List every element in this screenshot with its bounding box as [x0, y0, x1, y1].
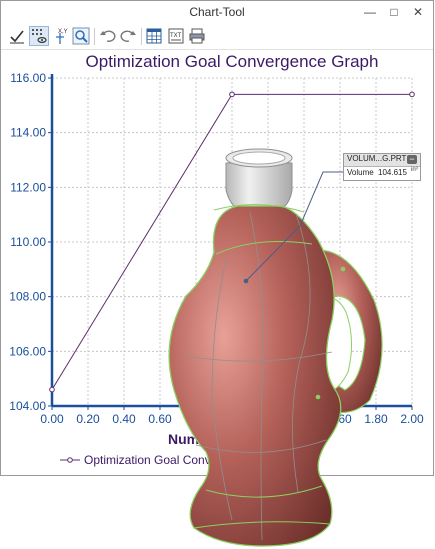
y-tick-label: 108.00 — [9, 290, 46, 304]
x-tick-label: 1.20 — [256, 412, 280, 426]
undo-icon[interactable] — [98, 26, 118, 46]
y-tick-label: 104.00 — [9, 399, 46, 413]
table-icon[interactable] — [144, 26, 164, 46]
x-tick-label: 0.40 — [112, 412, 136, 426]
toolbar-separator — [94, 28, 95, 45]
x-tick-label: 0.60 — [148, 412, 172, 426]
print-icon[interactable] — [187, 26, 207, 46]
x-tick-label: 0.20 — [76, 412, 100, 426]
chart-x-label: Number — [168, 431, 221, 447]
x-tick-label: 2.00 — [400, 412, 424, 426]
toolbar: X,Y TXT — [1, 24, 433, 50]
chart-legend[interactable]: Optimization Goal Converge — [60, 453, 235, 467]
annotation-part-name: VOLUM...G.PRT — [347, 154, 407, 163]
xy-label: X,Y — [58, 29, 68, 35]
x-tick-label: 1.00 — [220, 412, 244, 426]
y-tick-label: 112.00 — [10, 180, 46, 194]
zoom-icon[interactable] — [71, 26, 91, 46]
maximize-icon[interactable]: □ — [390, 5, 398, 19]
toolbar-separator — [141, 28, 142, 45]
y-tick-label: 106.00 — [9, 344, 46, 358]
redo-icon[interactable] — [118, 26, 138, 46]
y-tick-label: 114.00 — [10, 126, 46, 140]
x-tick-label: 1.60 — [328, 412, 352, 426]
x-tick-label: 1.40 — [292, 412, 316, 426]
window-title: Chart-Tool — [189, 5, 245, 19]
x-tick-label: 0.00 — [40, 412, 64, 426]
chart-ticks: 0.00 0.20 0.40 0.60 0.80 1.00 1.20 1.40 1.60 1.80… — [9, 71, 424, 426]
x-tick-label: 0.80 — [184, 412, 208, 426]
data-point — [409, 91, 415, 98]
y-tick-label: 116.00 — [10, 71, 46, 85]
view-grid-icon[interactable] — [29, 26, 49, 46]
annotation-measure-value: 104.615 — [378, 168, 407, 177]
annotation-unit: in³ — [411, 167, 418, 173]
export-txt-icon[interactable]: TXT — [166, 26, 186, 46]
annotation-header: VOLUM...G.PRT − — [344, 154, 420, 167]
data-point — [49, 386, 55, 393]
x-tick-label: 1.80 — [364, 412, 388, 426]
xy-marker-icon[interactable]: X,Y — [51, 26, 71, 46]
minimize-icon[interactable]: — — [364, 5, 376, 19]
close-icon[interactable]: ✕ — [412, 5, 424, 19]
annotation-measure-label: Volume — [347, 168, 374, 177]
export-txt-label: TXT — [170, 33, 182, 39]
chart-grid — [51, 77, 413, 407]
check-icon[interactable] — [7, 26, 27, 46]
y-tick-label: 110.00 — [10, 235, 46, 249]
legend-label[interactable]: Optimization Goal Converge — [84, 453, 235, 467]
legend-marker — [67, 457, 73, 463]
data-point — [229, 91, 235, 98]
measure-annotation[interactable]: VOLUM...G.PRT − Volume 104.615 in³ — [343, 153, 421, 181]
chart-title: Optimization Goal Convergence Graph — [86, 52, 379, 71]
collapse-icon[interactable]: − — [407, 155, 417, 164]
chart-series — [49, 91, 415, 393]
title-bar: Chart-Tool — □ ✕ — [1, 1, 433, 25]
convergence-chart: 0.00 0.20 0.40 0.60 0.80 1.00 1.20 1.40 1.60 1.80… — [9, 52, 424, 467]
